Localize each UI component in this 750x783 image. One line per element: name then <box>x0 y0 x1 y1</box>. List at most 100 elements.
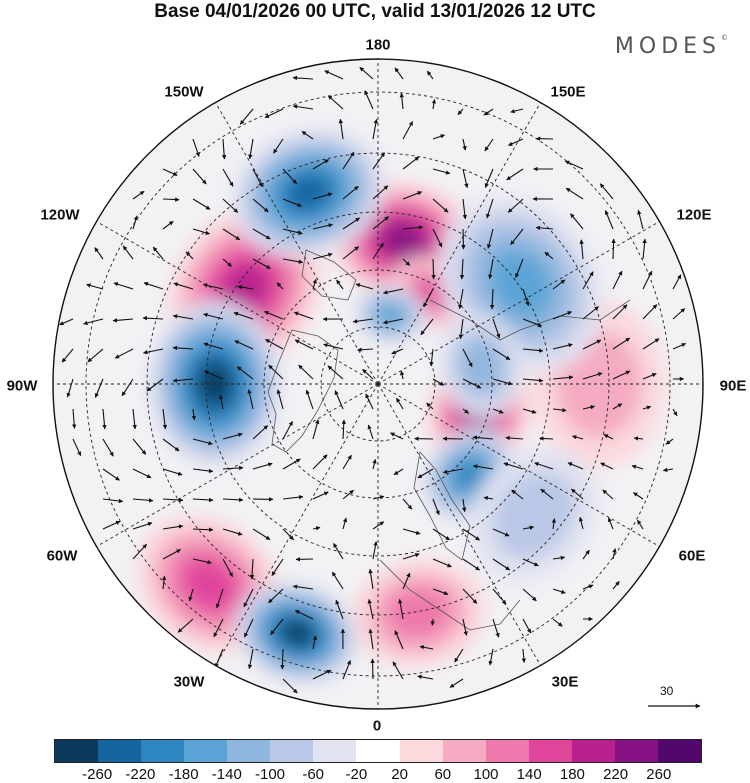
wind-arrow <box>522 348 544 353</box>
colorbar-swatch-12 <box>571 740 615 762</box>
wind-arrow <box>582 372 603 380</box>
meridian-line <box>377 383 541 666</box>
wind-arrow <box>86 283 104 290</box>
wind-arrow <box>582 339 602 350</box>
wind-arrow <box>394 67 404 80</box>
wind-arrow <box>204 370 224 380</box>
wind-arrow <box>511 489 524 500</box>
wind-arrow <box>292 584 314 590</box>
wind-arrow <box>213 618 224 638</box>
wind-arrow <box>342 185 359 200</box>
wind-arrow <box>372 521 385 530</box>
anomaly-low-central-siberia <box>461 341 502 391</box>
wind-arrow <box>582 271 594 290</box>
meridian-line <box>377 383 660 547</box>
wind-vectors <box>59 66 687 694</box>
wind-arrow <box>402 258 411 266</box>
wind-arrow <box>552 343 573 350</box>
wind-arrow <box>177 618 194 633</box>
colorbar-label: -220 <box>125 766 156 783</box>
wind-arrow <box>355 283 374 290</box>
anomaly-field <box>137 127 667 685</box>
wind-arrow <box>239 108 254 125</box>
colorbar <box>54 739 702 763</box>
wind-arrow <box>203 283 224 290</box>
meridian-line <box>377 102 541 385</box>
anomaly-low-mid-atlantic <box>282 621 312 646</box>
wind-arrow <box>564 160 584 170</box>
wind-arrow <box>571 488 584 500</box>
wind-arrow <box>449 678 464 688</box>
wind-arrow <box>393 468 404 476</box>
wind-arrow <box>234 340 254 350</box>
wind-arrow <box>462 618 468 636</box>
wind-arrow <box>338 118 344 140</box>
wind-arrow <box>102 438 114 457</box>
wind-arrow <box>312 223 333 230</box>
wind-arrow <box>423 288 434 308</box>
wind-arrow <box>294 610 314 620</box>
colorbar-swatch-2 <box>141 740 185 762</box>
wind-arrow <box>486 198 494 219</box>
brand-name: MODES <box>614 34 721 59</box>
wind-arrow <box>420 318 434 336</box>
wind-arrow <box>331 571 344 590</box>
wind-arrow <box>342 217 360 230</box>
wind-arrow <box>298 364 314 380</box>
wind-arrow <box>631 464 644 470</box>
wind-arrow <box>551 518 557 530</box>
coastline-alaska <box>301 249 357 301</box>
meridian-line <box>215 102 379 385</box>
wind-arrow <box>243 588 254 608</box>
colorbar-swatch-6 <box>313 740 357 762</box>
colorbar-label: -20 <box>345 766 368 783</box>
wind-arrow <box>417 674 434 680</box>
colorbar-swatch-14 <box>657 740 701 762</box>
wind-arrow <box>222 258 232 267</box>
wind-arrow <box>522 378 544 383</box>
wind-arrow <box>312 635 318 650</box>
colorbar-swatch-4 <box>227 740 271 762</box>
wind-arrow <box>222 168 234 187</box>
wind-arrow <box>402 498 413 510</box>
lon-label-30e: 30E <box>551 673 579 691</box>
wind-arrow <box>372 152 386 170</box>
wind-arrow <box>142 315 164 321</box>
anomaly-low-alaska-gulf <box>287 175 329 210</box>
vector-scale-value: 30 <box>660 684 674 698</box>
wind-arrow <box>571 435 584 440</box>
wind-arrow <box>333 543 344 560</box>
wind-arrow <box>192 527 214 532</box>
wind-arrow <box>365 393 374 410</box>
wind-arrow <box>372 458 377 470</box>
wind-arrow <box>431 258 436 280</box>
wind-arrow <box>83 318 104 326</box>
wind-arrow <box>342 246 360 260</box>
brand-logo: MODES© <box>615 34 728 59</box>
wind-arrow <box>61 348 74 363</box>
wind-arrow <box>472 464 494 470</box>
wind-arrow <box>121 378 134 397</box>
wind-arrow <box>462 378 482 389</box>
wind-arrow <box>368 568 374 590</box>
wind-arrow <box>372 242 384 260</box>
wind-arrow <box>457 108 464 116</box>
wind-arrow <box>252 168 263 188</box>
wind-arrow <box>282 258 304 264</box>
wind-arrow <box>113 282 134 290</box>
wind-arrow <box>172 378 194 383</box>
wind-arrow <box>539 436 554 441</box>
wind-arrow <box>417 468 434 479</box>
wind-arrow <box>188 588 194 602</box>
wind-arrow <box>282 421 293 440</box>
wind-arrow <box>426 70 434 80</box>
anomaly-low-siberia <box>490 250 552 318</box>
wind-arrow <box>454 648 464 663</box>
wind-arrow <box>162 524 184 530</box>
wind-arrow <box>672 274 682 290</box>
wind-arrow <box>222 558 233 577</box>
wind-arrow <box>327 95 344 110</box>
wind-arrow <box>352 318 374 324</box>
wind-arrow <box>132 543 148 560</box>
wind-arrow <box>293 311 314 320</box>
